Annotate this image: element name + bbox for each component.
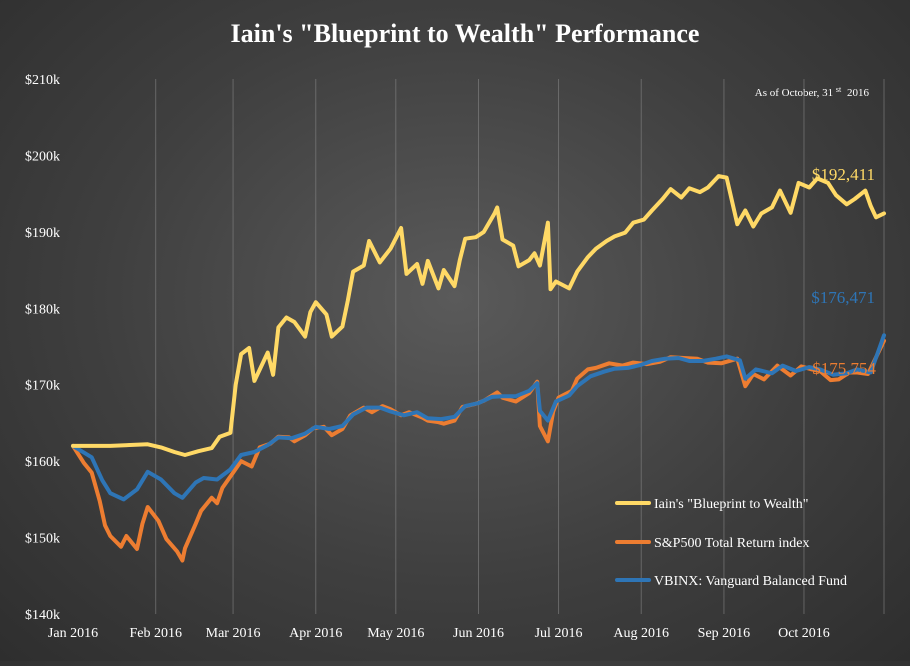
y-axis-ticks: $140k $150k $160k $170k $180k $190k $200k $210k xyxy=(25,73,60,623)
chart-title: Iain's "Blueprint to Wealth" Performance xyxy=(231,19,700,48)
x-tick-label: Sep 2016 xyxy=(698,626,751,641)
series-end-label: $175,754 xyxy=(812,359,876,378)
series-line xyxy=(71,174,886,457)
series-line xyxy=(71,338,886,563)
y-tick-label: $150k xyxy=(25,532,60,547)
y-tick-label: $190k xyxy=(25,226,60,241)
x-tick-label: Feb 2016 xyxy=(129,626,182,641)
y-tick-label: $200k xyxy=(25,149,60,164)
as-of-date: As of October, 31 xyxy=(755,87,833,99)
legend: Iain's "Blueprint to Wealth" S&P500 Total… xyxy=(615,497,847,589)
legend-label: S&P500 Total Return index xyxy=(654,536,809,551)
legend-label: Iain's "Blueprint to Wealth" xyxy=(654,497,809,512)
x-tick-label: Jun 2016 xyxy=(453,626,504,641)
as-of-year: 2016 xyxy=(847,87,870,99)
y-tick-label: $160k xyxy=(25,455,60,470)
series-line xyxy=(71,333,886,502)
y-tick-label: $180k xyxy=(25,302,60,317)
y-tick-label: $140k xyxy=(25,608,60,623)
x-axis-ticks: Jan 2016 Feb 2016 Mar 2016 Apr 2016 May 2016… xyxy=(48,626,830,641)
x-tick-label: Jul 2016 xyxy=(535,626,583,641)
series-lines xyxy=(71,174,886,563)
legend-label: VBINX: Vanguard Balanced Fund xyxy=(654,574,847,589)
end-value-labels: $192,411 $175,754 $176,471 xyxy=(811,165,876,378)
x-tick-label: Jan 2016 xyxy=(48,626,98,641)
x-tick-label: Apr 2016 xyxy=(289,626,342,641)
series-end-label: $192,411 xyxy=(812,165,875,184)
x-tick-label: Mar 2016 xyxy=(206,626,261,641)
y-tick-label: $170k xyxy=(25,379,60,394)
grid xyxy=(155,79,885,614)
x-tick-label: Aug 2016 xyxy=(613,626,669,641)
y-tick-label: $210k xyxy=(25,73,60,88)
as-of-date-suffix: st xyxy=(836,85,842,94)
series-end-label: $176,471 xyxy=(811,288,875,307)
x-tick-label: Oct 2016 xyxy=(778,626,830,641)
x-tick-label: May 2016 xyxy=(367,626,424,641)
as-of-note: As of October, 31 st 2016 xyxy=(755,83,870,99)
